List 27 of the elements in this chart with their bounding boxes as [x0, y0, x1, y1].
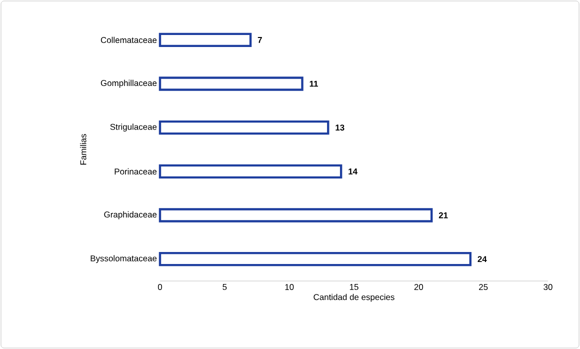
data-label: 24	[478, 256, 487, 262]
y-tick-label: Gomphillaceae	[100, 80, 157, 88]
y-tick-label: Strigulaceae	[110, 124, 157, 132]
data-label: 21	[438, 212, 448, 218]
bar	[158, 208, 433, 222]
y-axis-title: Familias	[80, 134, 86, 165]
x-tick-label: 25	[479, 284, 488, 290]
bar	[158, 76, 304, 91]
bar	[158, 32, 252, 48]
x-tick-label: 20	[414, 284, 424, 290]
bar	[158, 120, 330, 135]
y-tick-label: Collemataceae	[100, 36, 157, 44]
y-tick-label: Graphidaceae	[104, 211, 157, 220]
x-tick-label: 0	[158, 284, 162, 290]
x-tick-label: 15	[350, 284, 358, 290]
x-axis-title: Cantidad de especies	[314, 294, 394, 302]
x-tick-label: 5	[222, 284, 227, 290]
bar	[158, 252, 472, 266]
bar	[158, 164, 342, 179]
y-tick-label: Byssolomataceae	[90, 255, 157, 264]
data-label: 13	[336, 124, 344, 131]
x-tick-label: 30	[544, 284, 552, 290]
data-label: 11	[310, 80, 318, 87]
data-label: 14	[348, 168, 358, 174]
x-tick-label: 10	[285, 284, 294, 290]
data-label: 7	[258, 37, 262, 43]
y-tick-label: Porinaceae	[114, 168, 157, 175]
